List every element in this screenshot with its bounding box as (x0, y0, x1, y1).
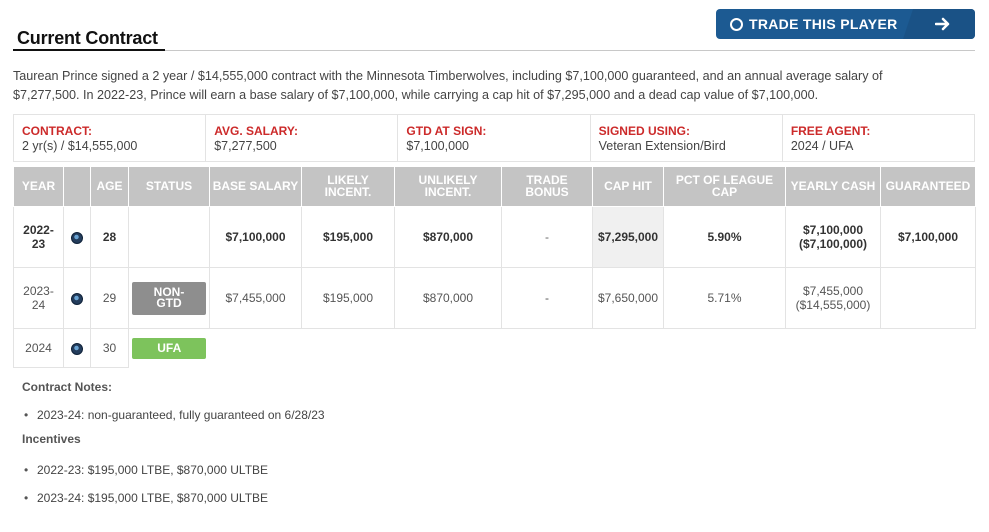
summary-value: 2024 / UFA (790, 139, 854, 153)
status-badge-ufa: UFA (132, 337, 207, 359)
trade-button-label: TRADE THIS PLAYER (749, 16, 898, 32)
contract-notes-list: 2023-24: non-guaranteed, fully guarantee… (22, 408, 622, 422)
col-likely-incent[interactable]: LIKELY INCENT. (301, 166, 395, 207)
table-row: 2022- 23 28 $7,100,000 $195,000 $870,000 … (13, 206, 976, 268)
contract-header: Current Contract TRADE THIS PLAYER (13, 8, 975, 51)
summary-label: SIGNED USING: (598, 124, 690, 138)
col-year[interactable]: YEAR (13, 166, 64, 207)
cell-team (63, 267, 91, 329)
year-part: 2023- (23, 284, 54, 298)
cell-base-salary: $7,455,000 (209, 267, 302, 329)
cell-status: UFA (129, 329, 210, 368)
yearly-cash-value: $7,100,000 (802, 223, 864, 237)
cell-likely-incent: $195,000 (301, 206, 395, 268)
col-status[interactable]: STATUS (128, 166, 210, 207)
cell-year: 2022- 23 (13, 206, 64, 268)
year-part: 24 (31, 298, 46, 312)
contract-summary: CONTRACT: 2 yr(s) / $14,555,000 AVG. SAL… (13, 114, 975, 162)
timberwolves-logo-icon (71, 342, 83, 355)
cell-cap-hit: $7,295,000 (592, 206, 664, 268)
trade-this-player-button[interactable]: TRADE THIS PLAYER (716, 9, 975, 39)
yearly-cash-value: $7,455,000 (802, 284, 864, 298)
timberwolves-logo-icon (71, 292, 83, 305)
contract-table: YEAR AGE STATUS BASE SALARY LIKELY INCEN… (13, 166, 976, 368)
status-text: GTD (156, 295, 182, 310)
col-trade-bonus[interactable]: TRADE BONUS (501, 166, 593, 207)
year-part: 2022- (23, 223, 54, 237)
list-item: 2022-23: $195,000 LTBE, $870,000 ULTBE (22, 463, 622, 477)
incentives-list: 2022-23: $195,000 LTBE, $870,000 ULTBE 2… (22, 463, 622, 505)
circle-icon (730, 17, 743, 31)
cumulative-cash-value: ($14,555,000) (795, 298, 871, 312)
summary-free-agent: FREE AGENT: 2024 / UFA (783, 115, 974, 161)
summary-gtd-at-sign: GTD AT SIGN: $7,100,000 (398, 115, 591, 161)
col-cap-hit[interactable]: CAP HIT (592, 166, 664, 207)
cell-cap-hit: $7,650,000 (592, 267, 664, 329)
summary-value: Veteran Extension/Bird (598, 139, 726, 153)
cell-age: 30 (90, 328, 129, 368)
cell-age: 29 (90, 267, 129, 329)
col-team (63, 166, 91, 207)
contract-notes-title: Contract Notes: (22, 380, 113, 394)
cell-age: 28 (90, 206, 129, 268)
summary-label: GTD AT SIGN: (406, 124, 487, 138)
summary-signed-using: SIGNED USING: Veteran Extension/Bird (591, 115, 783, 161)
cell-status: NON- GTD (128, 267, 210, 329)
list-item: 2023-24: $195,000 LTBE, $870,000 ULTBE (22, 491, 622, 505)
contract-notes: Contract Notes: 2023-24: non-guaranteed,… (22, 380, 622, 505)
cell-yearly-cash: $7,455,000 ($14,555,000) (785, 267, 881, 329)
table-row: 2023- 24 29 NON- GTD $7,455,000 $195,000 $… (13, 267, 976, 329)
cell-year: 2023- 24 (13, 267, 64, 329)
status-badge-non-gtd: NON- GTD (132, 281, 206, 315)
cell-unlikely-incent: $870,000 (394, 206, 502, 268)
cell-year: 2024 (13, 328, 64, 368)
title-underline-accent (13, 49, 165, 51)
section-title: Current Contract (17, 28, 158, 48)
col-pct-league-cap[interactable]: PCT OF LEAGUE CAP (663, 166, 786, 207)
col-guaranteed[interactable]: GUARANTEED (880, 166, 976, 207)
cumulative-cash-value: ($7,100,000) (798, 237, 868, 251)
table-row: 2024 30 UFA (13, 328, 976, 368)
contract-description: Taurean Prince signed a 2 year / $14,555… (13, 69, 883, 102)
cell-team (63, 328, 91, 368)
table-header-row: YEAR AGE STATUS BASE SALARY LIKELY INCEN… (13, 166, 976, 207)
list-item: 2023-24: non-guaranteed, fully guarantee… (22, 408, 622, 422)
cell-likely-incent: $195,000 (301, 267, 395, 329)
summary-value: $7,277,500 (214, 139, 277, 153)
arrow-right-icon (903, 9, 975, 39)
summary-contract: CONTRACT: 2 yr(s) / $14,555,000 (14, 115, 207, 161)
cell-pct-league-cap: 5.90% (663, 206, 786, 268)
cell-trade-bonus: - (501, 267, 593, 329)
year-part: 23 (31, 237, 46, 251)
cell-guaranteed: $7,100,000 (880, 206, 976, 268)
empty-cells (210, 329, 976, 368)
cell-guaranteed (880, 267, 976, 329)
summary-avg-salary: AVG. SALARY: $7,277,500 (206, 115, 399, 161)
col-base-salary[interactable]: BASE SALARY (209, 166, 302, 207)
summary-label: FREE AGENT: (790, 124, 871, 138)
timberwolves-logo-icon (71, 231, 83, 244)
summary-label: AVG. SALARY: (214, 124, 298, 138)
summary-value: $7,100,000 (406, 139, 469, 153)
title-divider (13, 50, 975, 51)
col-unlikely-incent[interactable]: UNLIKELY INCENT. (394, 166, 502, 207)
summary-value: 2 yr(s) / $14,555,000 (22, 139, 138, 153)
cell-team (63, 206, 91, 268)
cell-unlikely-incent: $870,000 (394, 267, 502, 329)
status-text: NON- (153, 284, 185, 299)
col-yearly-cash[interactable]: YEARLY CASH (785, 166, 881, 207)
cell-trade-bonus: - (501, 206, 593, 268)
cell-pct-league-cap: 5.71% (663, 267, 786, 329)
cell-yearly-cash: $7,100,000 ($7,100,000) (785, 206, 881, 268)
cell-status (128, 206, 210, 268)
summary-label: CONTRACT: (22, 124, 92, 138)
cell-base-salary: $7,100,000 (209, 206, 302, 268)
col-age[interactable]: AGE (90, 166, 129, 207)
incentives-title: Incentives (22, 432, 81, 446)
